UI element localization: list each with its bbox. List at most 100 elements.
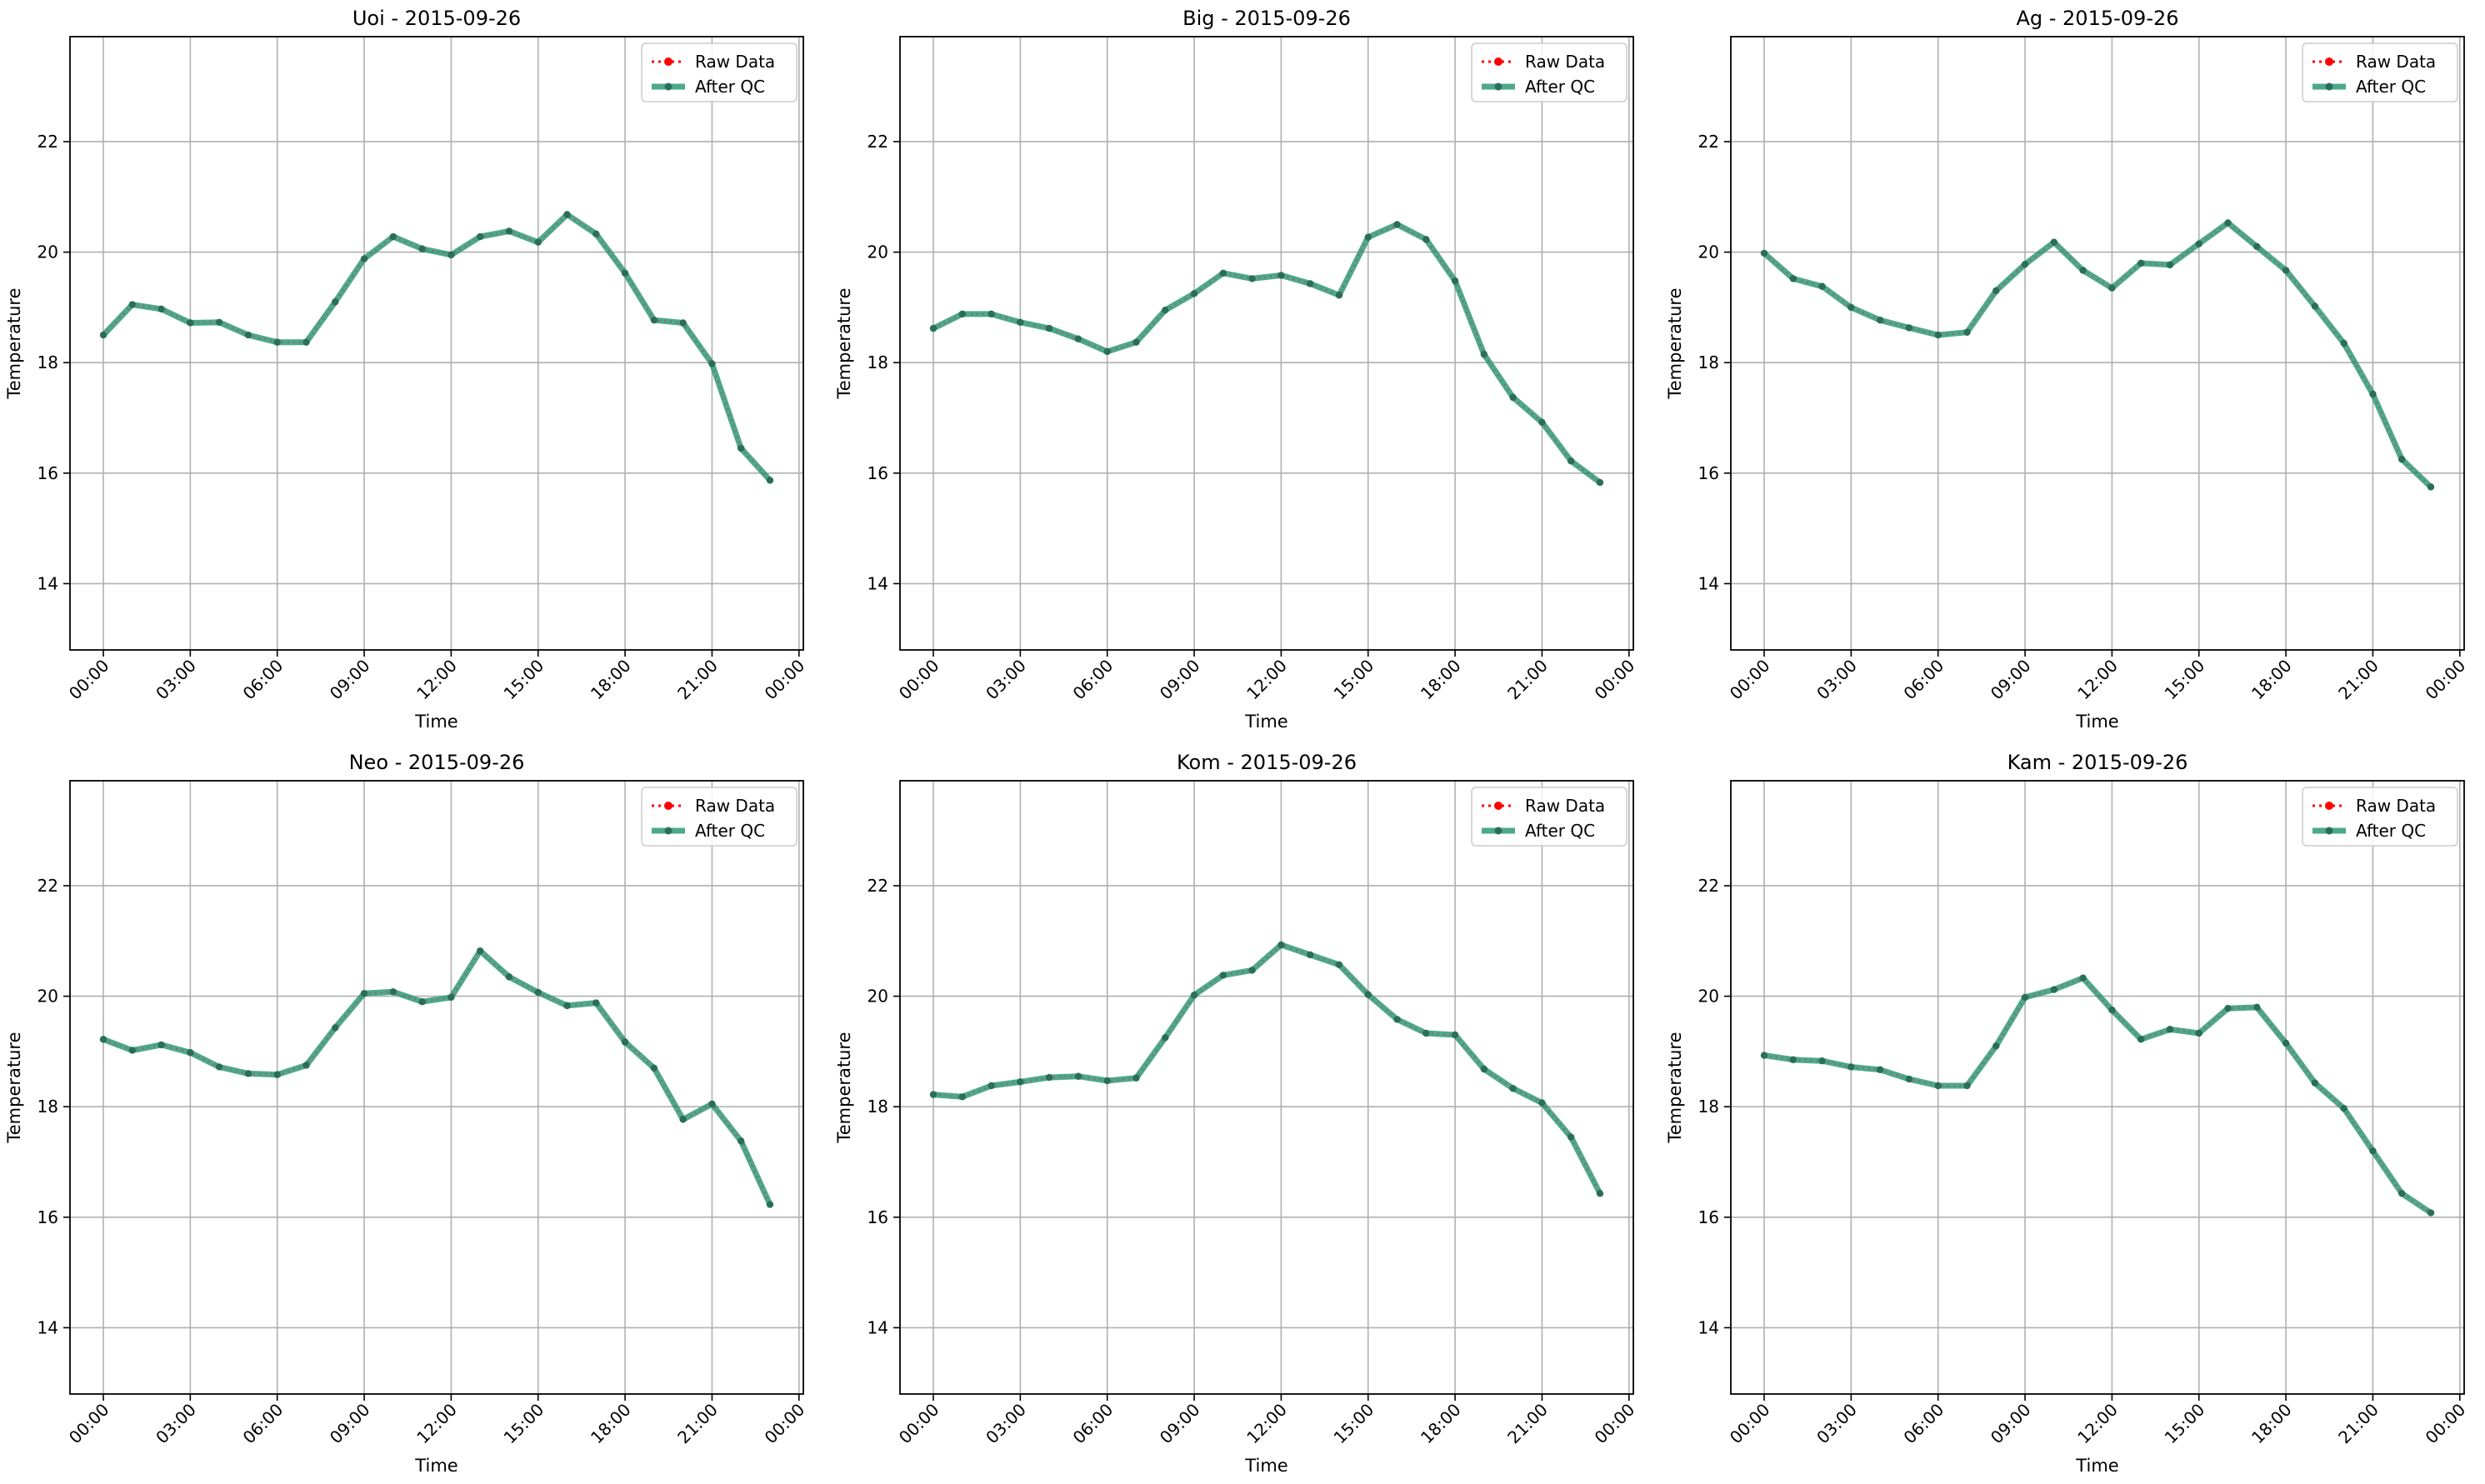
after-qc-point: [1045, 1073, 1053, 1082]
legend-raw-marker: [2325, 57, 2333, 66]
x-tick-label: 18:00: [1417, 1400, 1465, 1448]
after-qc-point: [650, 1064, 658, 1072]
after-qc-point: [2195, 1029, 2202, 1037]
after-qc-point: [563, 1002, 571, 1010]
after-qc-line: [1761, 220, 2434, 490]
after-qc-line: [1761, 975, 2434, 1216]
after-qc-point: [187, 1049, 194, 1057]
after-qc-point: [2282, 267, 2290, 274]
raw-data-line: [1763, 221, 2432, 488]
after-qc-point: [418, 998, 426, 1006]
after-qc-point: [2398, 1190, 2406, 1197]
after-qc-point: [1248, 967, 1256, 974]
after-qc-point: [1818, 282, 1826, 290]
axes-frame: [69, 36, 804, 651]
after-qc-point: [1103, 347, 1111, 356]
x-tick-label: 15:00: [500, 656, 548, 704]
x-tick-label: 18:00: [2248, 656, 2296, 704]
after-qc-point: [708, 1100, 716, 1108]
after-qc-point: [2021, 993, 2029, 1002]
after-qc-point: [1306, 951, 1314, 959]
after-qc-point: [1306, 280, 1314, 287]
x-tick-label: 00:00: [895, 656, 943, 704]
legend-raw-label: Raw Data: [1525, 796, 1605, 816]
x-tick-label: 18:00: [587, 656, 635, 704]
after-qc-point: [1017, 318, 1024, 327]
y-tick-label: 22: [1698, 876, 1719, 896]
y-tick-label: 14: [1698, 1317, 1719, 1337]
legend-raw-label: Raw Data: [695, 52, 775, 72]
y-tick-label: 18: [868, 1097, 888, 1117]
after-qc-point: [418, 245, 426, 252]
after-qc-point: [360, 990, 368, 997]
after-qc-point: [1248, 275, 1256, 282]
raw-data-line: [932, 943, 1602, 1194]
after-qc-point: [988, 1082, 995, 1090]
legend-raw-label: Raw Data: [695, 796, 775, 816]
after-qc-point: [389, 232, 398, 241]
legend-raw-marker: [664, 802, 672, 810]
y-tick-label: 16: [1698, 1207, 1719, 1227]
after-qc-point: [448, 251, 455, 259]
x-tick-label: 15:00: [2161, 656, 2209, 704]
after-qc-point: [1509, 393, 1517, 402]
after-qc-point: [650, 316, 658, 324]
after-qc-line: [100, 947, 773, 1208]
after-qc-point: [1934, 331, 1942, 339]
after-qc-point: [1789, 1056, 1797, 1064]
x-tick-label: 12:00: [2073, 1400, 2122, 1448]
after-qc-point: [766, 477, 774, 484]
after-qc-point: [1278, 272, 1285, 279]
after-qc-point: [1045, 324, 1053, 332]
x-tick-label: 00:00: [1591, 656, 1639, 704]
after-qc-point: [1278, 941, 1285, 949]
y-tick-label: 20: [868, 987, 888, 1007]
after-qc-point: [1219, 972, 1228, 979]
after-qc-point: [1568, 457, 1575, 465]
raw-data-line: [932, 223, 1601, 484]
after-qc-point: [99, 331, 108, 339]
after-qc-point: [2282, 1039, 2290, 1047]
x-tick-label: 09:00: [326, 1400, 374, 1448]
after-qc-point: [2340, 339, 2348, 347]
after-qc-point: [1480, 351, 1488, 358]
legend-qc-label: After QC: [1525, 77, 1595, 97]
after-qc-point: [302, 338, 310, 346]
legend-qc-label: After QC: [2356, 821, 2426, 841]
after-qc-point: [534, 238, 542, 246]
x-tick-label: 12:00: [412, 656, 461, 704]
x-axis-label: Time: [414, 712, 458, 732]
x-tick-label: 06:00: [1069, 1400, 1118, 1448]
x-tick-label: 03:00: [1812, 656, 1861, 704]
x-tick-label: 15:00: [1330, 656, 1378, 704]
after-qc-point: [2311, 1079, 2319, 1087]
after-qc-point: [2427, 1209, 2435, 1217]
x-tick-label: 03:00: [982, 1400, 1030, 1448]
legend-qc-marker: [1494, 827, 1502, 835]
legend-qc-marker: [2325, 827, 2333, 835]
y-tick-label: 16: [38, 1207, 58, 1227]
after-qc-point: [2224, 1004, 2232, 1012]
after-qc-point: [2050, 986, 2058, 993]
y-tick-label: 20: [38, 242, 58, 262]
subplot-title: Ag - 2015-09-26: [2016, 7, 2178, 30]
legend-qc-marker: [664, 827, 672, 835]
after-qc-point: [1760, 249, 1768, 257]
axes-frame: [1730, 780, 2465, 1395]
x-axis-label: Time: [1244, 1456, 1288, 1476]
after-qc-point: [1219, 269, 1228, 277]
after-qc-point: [505, 973, 513, 981]
legend: Raw Data After QC: [641, 787, 798, 847]
after-qc-point: [2108, 284, 2116, 292]
legend-raw-label: Raw Data: [2356, 52, 2436, 72]
x-tick-label: 00:00: [1726, 656, 1774, 704]
after-qc-point: [2050, 238, 2058, 246]
after-qc-point: [2137, 1036, 2145, 1043]
y-axis-label: Temperature: [1665, 1032, 1685, 1143]
after-qc-line: [930, 221, 1603, 486]
x-tick-label: 18:00: [587, 1400, 635, 1448]
x-tick-label: 09:00: [1156, 1400, 1204, 1448]
x-tick-label: 00:00: [1726, 1400, 1774, 1448]
after-qc-point: [128, 1047, 136, 1054]
